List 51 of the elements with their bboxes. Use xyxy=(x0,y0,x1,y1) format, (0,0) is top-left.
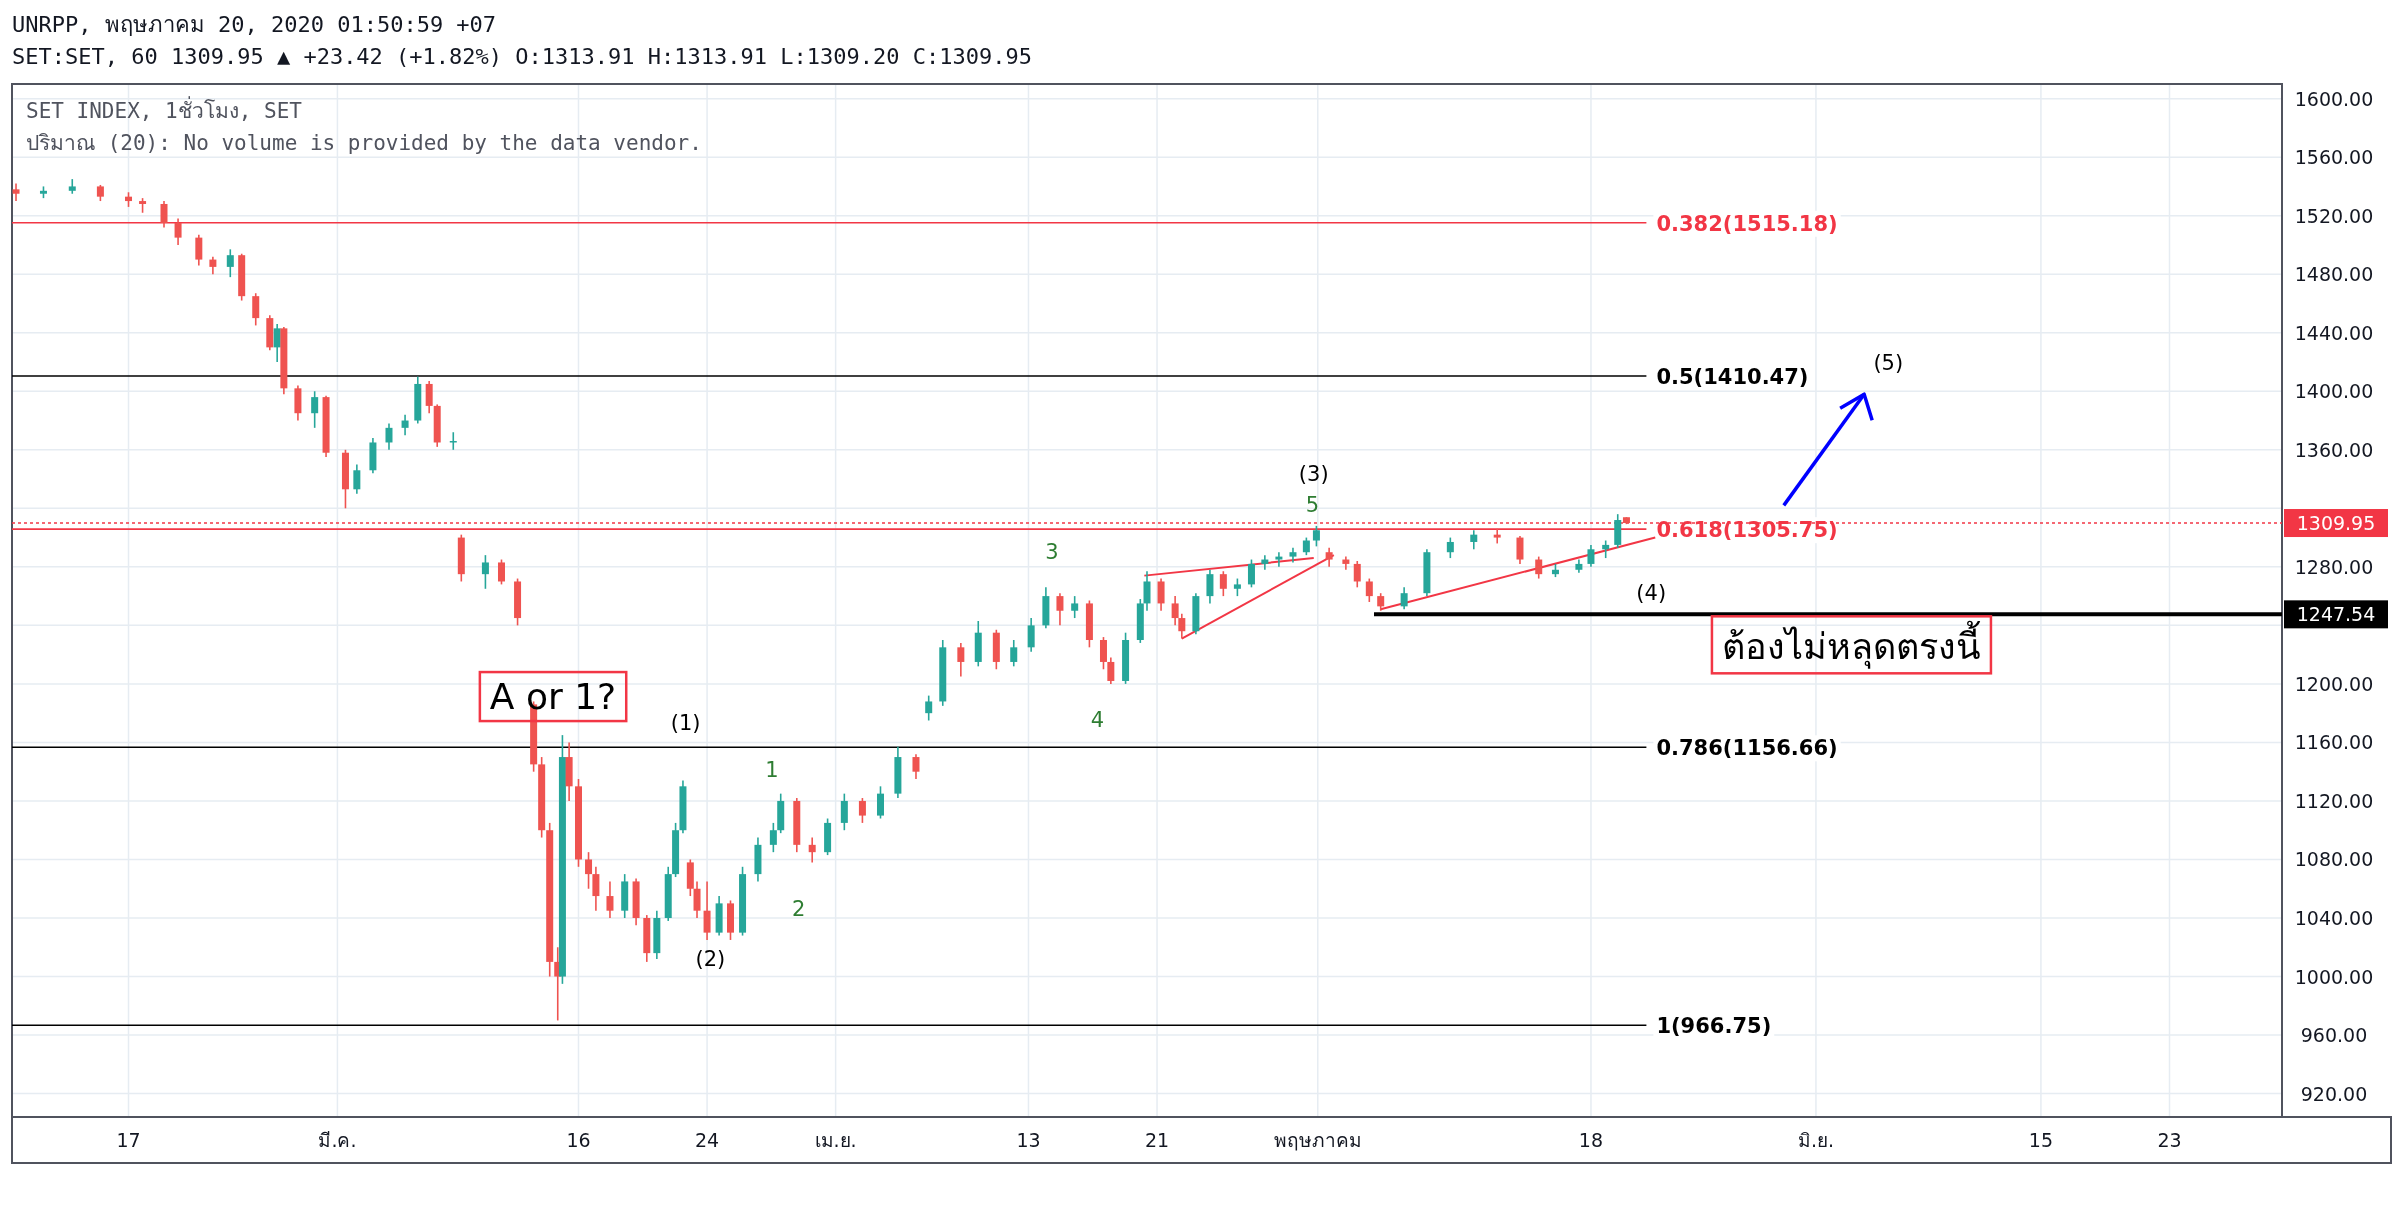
x-tick-label: 17 xyxy=(116,1129,141,1151)
x-tick-label: 18 xyxy=(1578,1129,1604,1151)
x-tick-label: มี.ค. xyxy=(318,1129,357,1151)
annotation: ต้องไม่หลุดตรงนี้ xyxy=(1721,620,1981,670)
x-tick-label: 24 xyxy=(694,1129,720,1151)
y-tick-label: 1000.00 xyxy=(2294,965,2374,988)
ref-line-label: 1247.54 xyxy=(2296,603,2376,626)
y-tick-label: 1280.00 xyxy=(2294,555,2374,578)
annotation: (1) xyxy=(670,710,701,735)
y-tick-label: 1520.00 xyxy=(2294,204,2374,227)
y-tick-label: 1120.00 xyxy=(2294,789,2374,812)
annotation: 5 xyxy=(1305,492,1320,517)
ref-line-label: 1309.95 xyxy=(2296,512,2376,535)
x-tick-label: 16 xyxy=(566,1129,591,1151)
annotation: (4) xyxy=(1636,580,1667,605)
annotation: 4 xyxy=(1090,708,1105,733)
y-tick-label: 1400.00 xyxy=(2294,380,2374,403)
y-tick-label: 1080.00 xyxy=(2294,848,2374,871)
y-tick-label: 1440.00 xyxy=(2294,321,2374,344)
x-tick-label: เม.ย. xyxy=(814,1129,857,1151)
x-tick-label: มิ.ย. xyxy=(1797,1129,1834,1151)
y-tick-label: 1160.00 xyxy=(2294,731,2374,754)
ref-line-label: 0.382(1515.18) xyxy=(1656,211,1838,236)
y-tick-label: 1360.00 xyxy=(2294,438,2374,461)
annotation: ปริมาณ (20): No volume is provided by the data vendor. xyxy=(26,131,702,155)
x-tick-label: 21 xyxy=(1144,1129,1170,1151)
annotation: (3) xyxy=(1298,462,1329,487)
x-tick-label: 15 xyxy=(2028,1129,2054,1151)
ref-line-label: 0.786(1156.66) xyxy=(1656,736,1838,761)
x-tick-label: 23 xyxy=(2157,1129,2182,1151)
annotation: 1 xyxy=(765,757,779,782)
y-tick-label: 960.00 xyxy=(2300,1024,2368,1047)
chart-title: UNRPP, พฤษภาคม 20, 2020 01:50:59 +07 xyxy=(12,12,497,37)
ref-line-label: 1(966.75) xyxy=(1656,1014,1772,1039)
y-tick-label: 1040.00 xyxy=(2294,907,2374,930)
x-tick-label: พฤษภาคม xyxy=(1273,1129,1362,1151)
annotation: SET INDEX, 1ชั่วโมง, SET xyxy=(26,96,303,123)
annotation: A or 1? xyxy=(489,676,617,718)
ref-line-label: 0.618(1305.75) xyxy=(1656,518,1838,543)
annotation: 3 xyxy=(1045,539,1059,564)
chart-subtitle: SET:SET, 60 1309.95 ▲ +23.42 (+1.82%) O:1313.91 H:1313.91 L:1309.20 C:1309.95 xyxy=(12,44,1032,69)
annotation: 2 xyxy=(792,896,806,921)
annotation: (2) xyxy=(695,946,726,971)
x-tick-label: 13 xyxy=(1016,1129,1041,1151)
annotation: (5) xyxy=(1873,351,1904,375)
y-tick-label: 920.00 xyxy=(2300,1082,2368,1105)
y-tick-label: 1560.00 xyxy=(2294,146,2374,169)
y-tick-label: 1600.00 xyxy=(2294,87,2374,110)
ref-line-label: 0.5(1410.47) xyxy=(1656,364,1809,389)
y-tick-label: 1480.00 xyxy=(2294,263,2374,286)
y-tick-label: 1200.00 xyxy=(2294,672,2374,695)
